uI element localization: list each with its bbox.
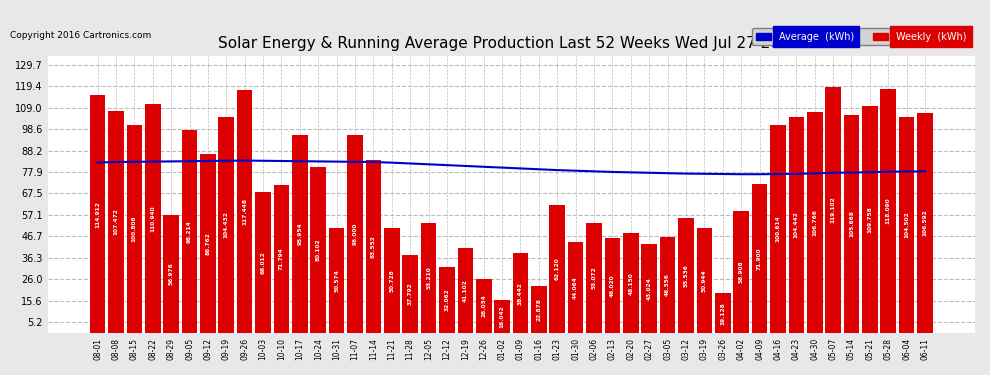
Bar: [145, 104, 160, 333]
Bar: [200, 154, 216, 333]
Bar: [605, 238, 621, 333]
Bar: [457, 248, 473, 333]
Text: 117.448: 117.448: [243, 198, 248, 225]
Text: 100.808: 100.808: [132, 216, 137, 242]
Bar: [568, 242, 583, 333]
Bar: [127, 124, 143, 333]
Text: Copyright 2016 Cartronics.com: Copyright 2016 Cartronics.com: [10, 30, 151, 39]
Bar: [513, 254, 529, 333]
Bar: [531, 286, 546, 333]
Text: 71.900: 71.900: [757, 248, 762, 270]
Text: 100.614: 100.614: [775, 216, 780, 242]
Bar: [237, 90, 252, 333]
Bar: [182, 130, 197, 333]
Text: 80.102: 80.102: [316, 239, 321, 261]
Bar: [311, 167, 326, 333]
Bar: [255, 192, 271, 333]
Text: 41.102: 41.102: [463, 279, 468, 302]
Text: 46.020: 46.020: [610, 274, 615, 297]
Text: 114.912: 114.912: [95, 201, 100, 228]
Text: 118.090: 118.090: [886, 198, 891, 224]
Text: 38.442: 38.442: [518, 282, 523, 304]
Bar: [440, 267, 454, 333]
Bar: [917, 112, 933, 333]
Text: 58.908: 58.908: [739, 261, 743, 284]
Text: 53.210: 53.210: [426, 267, 431, 289]
Text: 19.128: 19.128: [721, 302, 726, 324]
Bar: [623, 233, 639, 333]
Bar: [734, 211, 749, 333]
Text: 106.766: 106.766: [812, 209, 817, 236]
Text: 50.574: 50.574: [334, 269, 340, 292]
Text: 71.794: 71.794: [279, 248, 284, 270]
Text: 22.878: 22.878: [537, 298, 542, 321]
Bar: [697, 228, 712, 333]
Bar: [642, 244, 657, 333]
Text: 56.976: 56.976: [168, 262, 173, 285]
Text: 62.120: 62.120: [554, 257, 559, 280]
Text: 83.552: 83.552: [371, 235, 376, 258]
Bar: [108, 111, 124, 333]
Text: 104.432: 104.432: [224, 211, 229, 238]
Bar: [292, 135, 308, 333]
Text: 55.536: 55.536: [683, 264, 688, 287]
Bar: [90, 96, 105, 333]
Text: 50.944: 50.944: [702, 269, 707, 292]
Bar: [421, 223, 437, 333]
Text: 105.668: 105.668: [849, 210, 854, 237]
Text: 16.042: 16.042: [500, 305, 505, 328]
Title: Solar Energy & Running Average Production Last 52 Weeks Wed Jul 27 20:14: Solar Energy & Running Average Productio…: [218, 36, 805, 51]
Bar: [219, 117, 234, 333]
Text: 86.762: 86.762: [205, 232, 211, 255]
Bar: [329, 228, 345, 333]
Text: 106.592: 106.592: [923, 209, 928, 236]
Text: 43.024: 43.024: [646, 277, 651, 300]
Text: 96.000: 96.000: [352, 222, 357, 245]
Bar: [347, 135, 362, 333]
Bar: [586, 223, 602, 333]
Bar: [476, 279, 492, 333]
Bar: [549, 204, 565, 333]
Text: 46.356: 46.356: [665, 274, 670, 297]
Text: 110.940: 110.940: [150, 205, 155, 232]
Text: 95.954: 95.954: [297, 222, 302, 245]
Text: 107.472: 107.472: [114, 209, 119, 235]
Bar: [899, 117, 915, 333]
Bar: [826, 87, 841, 333]
Bar: [659, 237, 675, 333]
Bar: [384, 228, 400, 333]
Text: 104.442: 104.442: [794, 211, 799, 238]
Bar: [163, 215, 179, 333]
Text: 37.792: 37.792: [408, 282, 413, 305]
Text: 32.062: 32.062: [445, 288, 449, 311]
Bar: [788, 117, 804, 333]
Bar: [365, 160, 381, 333]
Text: 119.102: 119.102: [831, 196, 836, 223]
Bar: [494, 300, 510, 333]
Text: 68.012: 68.012: [260, 251, 265, 274]
Text: 104.502: 104.502: [904, 211, 909, 238]
Bar: [715, 293, 731, 333]
Text: 26.034: 26.034: [481, 295, 486, 317]
Legend: Average  (kWh), Weekly  (kWh): Average (kWh), Weekly (kWh): [752, 28, 970, 45]
Text: 109.758: 109.758: [867, 206, 872, 233]
Bar: [402, 255, 418, 333]
Bar: [843, 115, 859, 333]
Bar: [273, 184, 289, 333]
Bar: [807, 112, 823, 333]
Bar: [751, 184, 767, 333]
Text: 98.214: 98.214: [187, 220, 192, 243]
Bar: [678, 218, 694, 333]
Bar: [862, 106, 878, 333]
Text: 44.064: 44.064: [573, 276, 578, 299]
Bar: [770, 125, 786, 333]
Text: 50.728: 50.728: [389, 269, 394, 292]
Text: 48.150: 48.150: [629, 272, 634, 294]
Bar: [880, 89, 896, 333]
Text: 53.072: 53.072: [592, 267, 597, 290]
